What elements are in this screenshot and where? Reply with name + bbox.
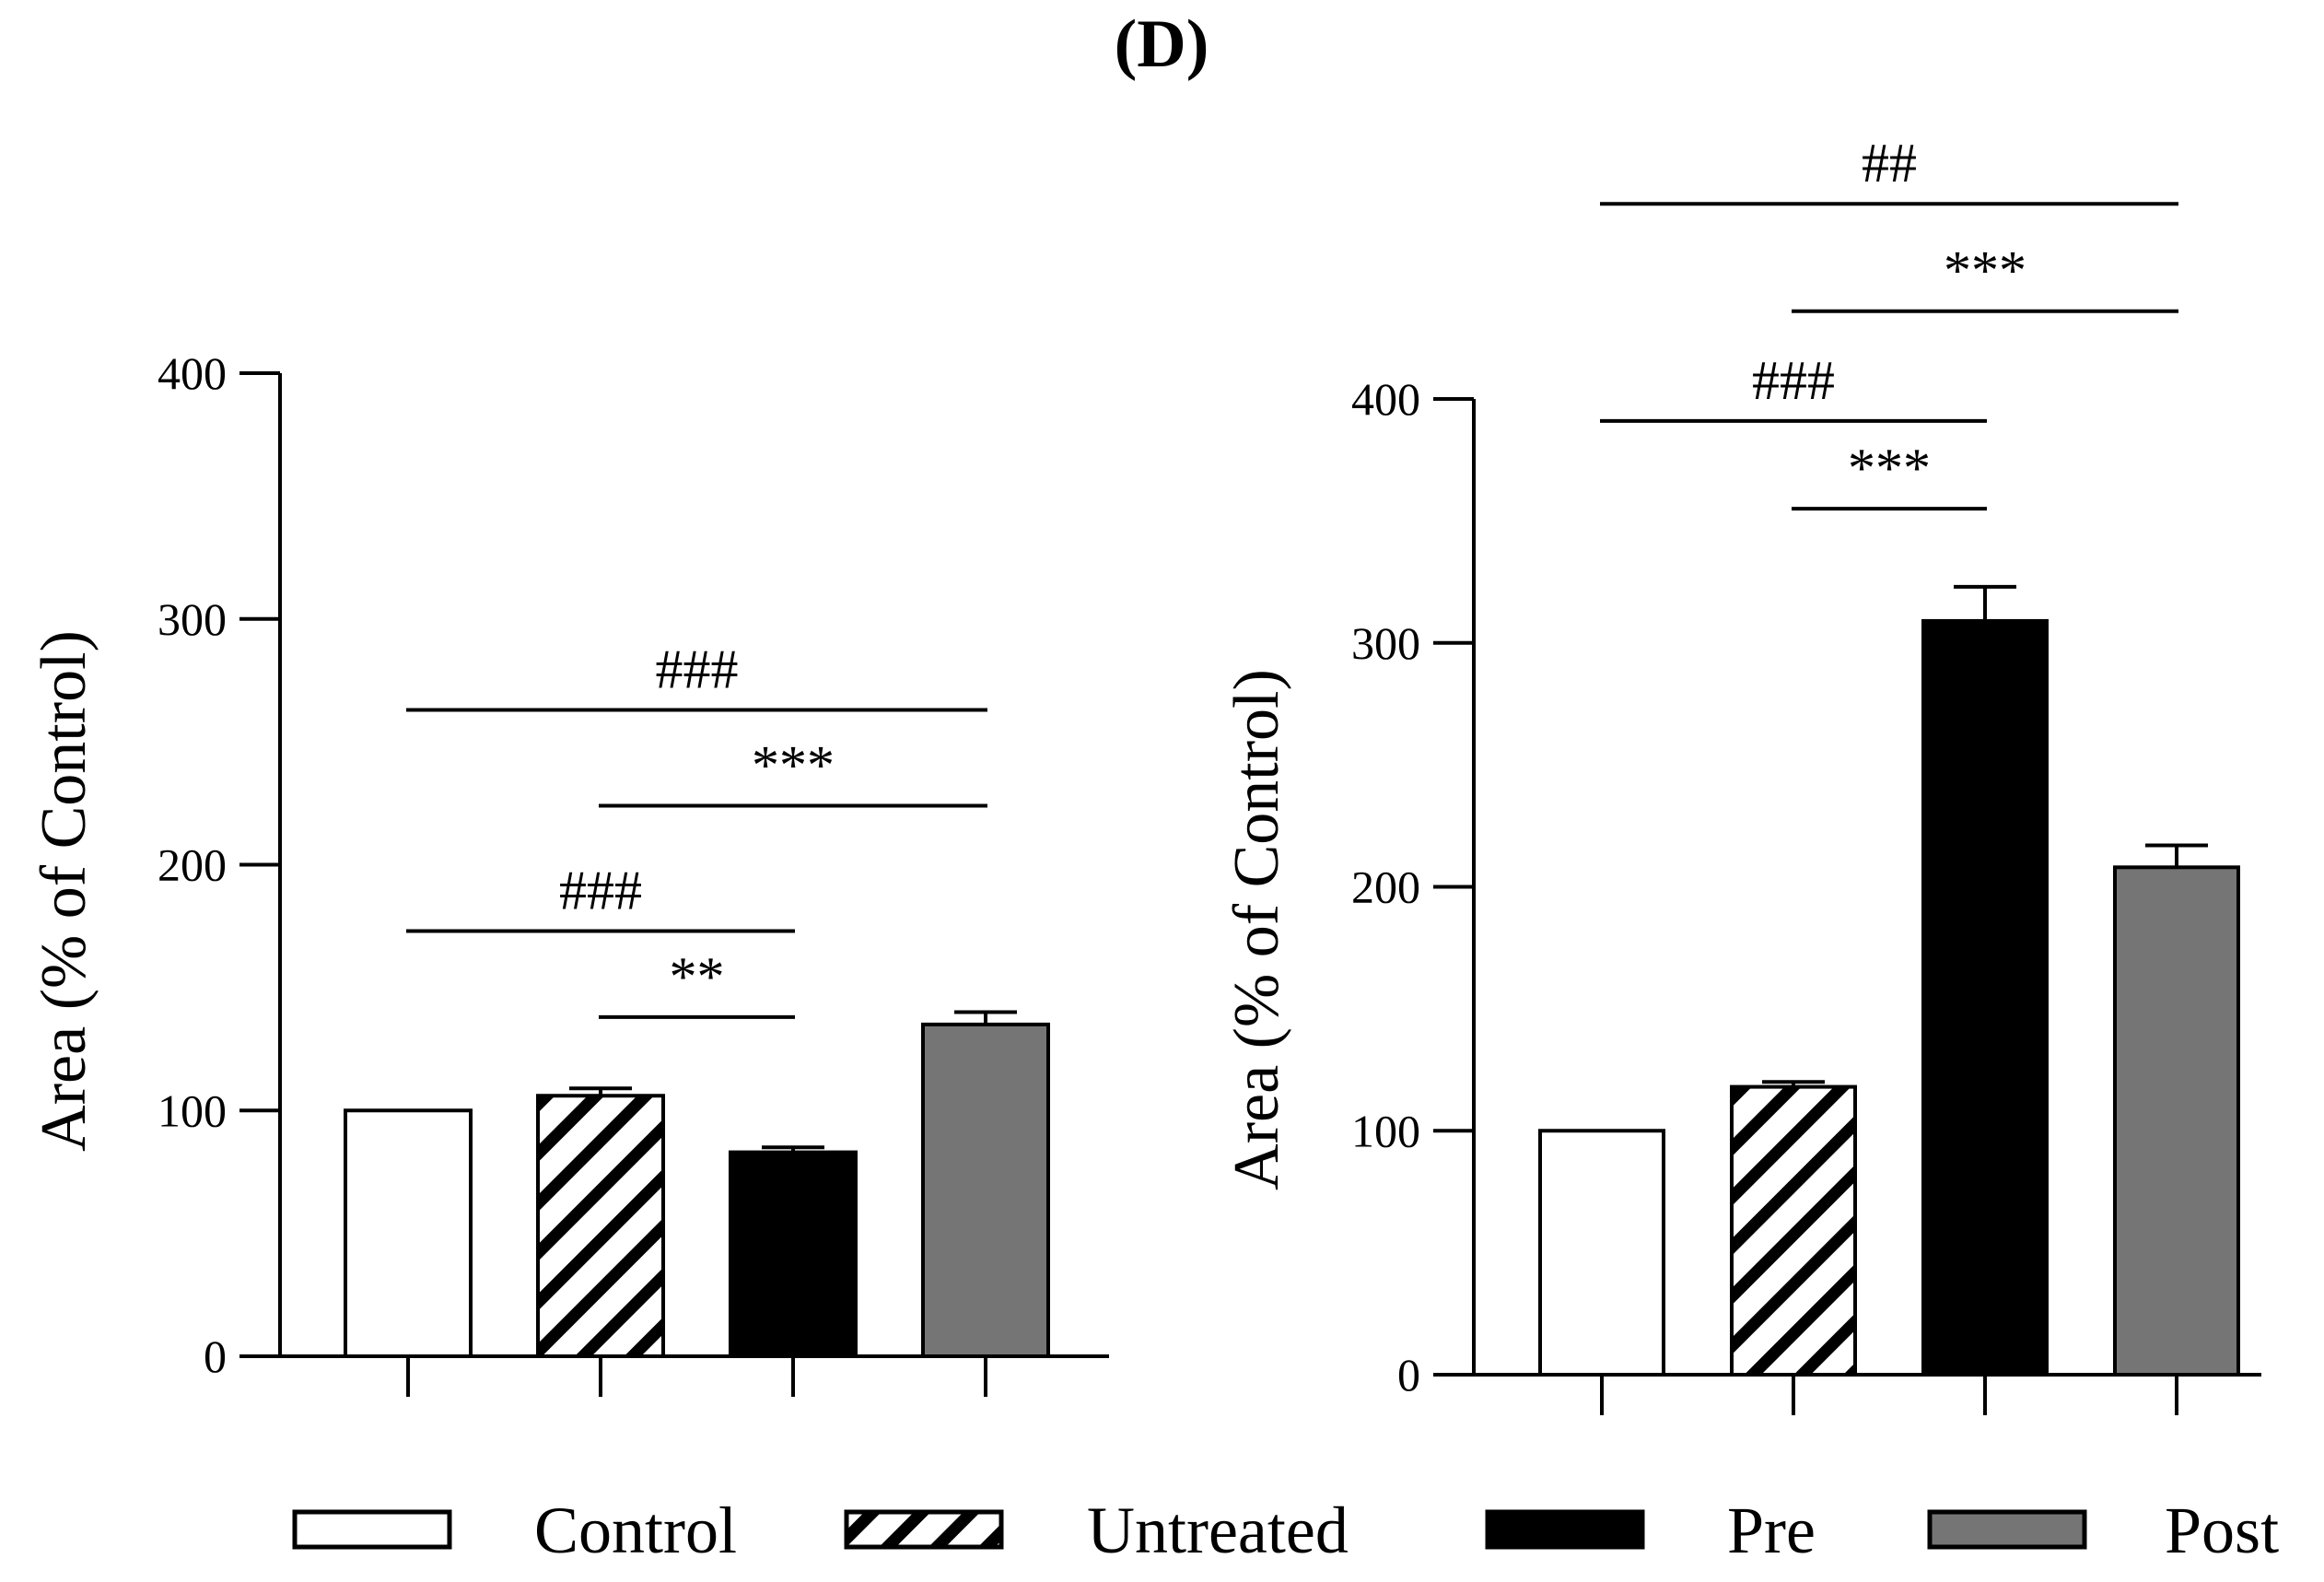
bar-untreated xyxy=(1730,1084,1857,1377)
bar-control xyxy=(1538,1129,1665,1377)
legend-label-pre: Pre xyxy=(1727,1494,1816,1567)
panel-label: (D) xyxy=(1115,6,1209,82)
significance-label: *** xyxy=(1848,438,1931,498)
legend-swatch-control xyxy=(292,1509,452,1550)
significance-label: ### xyxy=(559,861,642,921)
y-tick-label: 0 xyxy=(1397,1349,1420,1400)
bar-control xyxy=(344,1108,473,1358)
bar-pre xyxy=(1921,618,2049,1377)
legend-label-post: Post xyxy=(2165,1494,2279,1567)
legend-label-control: Control xyxy=(534,1494,737,1567)
significance-label: *** xyxy=(1944,240,2026,301)
significance-label: ** xyxy=(670,946,725,1007)
y-tick-label: 0 xyxy=(204,1330,227,1382)
legend-swatch-post xyxy=(1927,1509,2087,1550)
y-tick-label: 400 xyxy=(158,347,227,399)
significance-label: ### xyxy=(1752,350,1835,411)
bar-post xyxy=(2113,865,2240,1377)
y-tick-label: 100 xyxy=(1351,1105,1420,1156)
legend-swatch-untreated xyxy=(844,1509,1004,1550)
bar-untreated xyxy=(536,1094,665,1358)
significance-label: *** xyxy=(752,734,835,795)
y-tick-label: 200 xyxy=(1351,861,1420,913)
y-tick-label: 100 xyxy=(158,1084,227,1136)
bar-pre xyxy=(729,1150,858,1359)
y-tick-label: 200 xyxy=(158,839,227,891)
bar-post xyxy=(921,1022,1050,1358)
y-tick-label: 300 xyxy=(158,593,227,645)
legend-swatch-pre xyxy=(1485,1509,1645,1550)
significance-label: ## xyxy=(1862,133,1917,193)
legend-label-untreated: Untreated xyxy=(1087,1494,1349,1567)
y-tick-label: 300 xyxy=(1351,617,1420,669)
y-axis-label: Area (% of Control) xyxy=(29,630,99,1152)
significance-label: ### xyxy=(656,639,739,699)
y-tick-label: 400 xyxy=(1351,373,1420,425)
y-axis-label: Area (% of Control) xyxy=(1221,669,1292,1190)
legend: Control Untreated Pre Post xyxy=(292,1494,2279,1567)
